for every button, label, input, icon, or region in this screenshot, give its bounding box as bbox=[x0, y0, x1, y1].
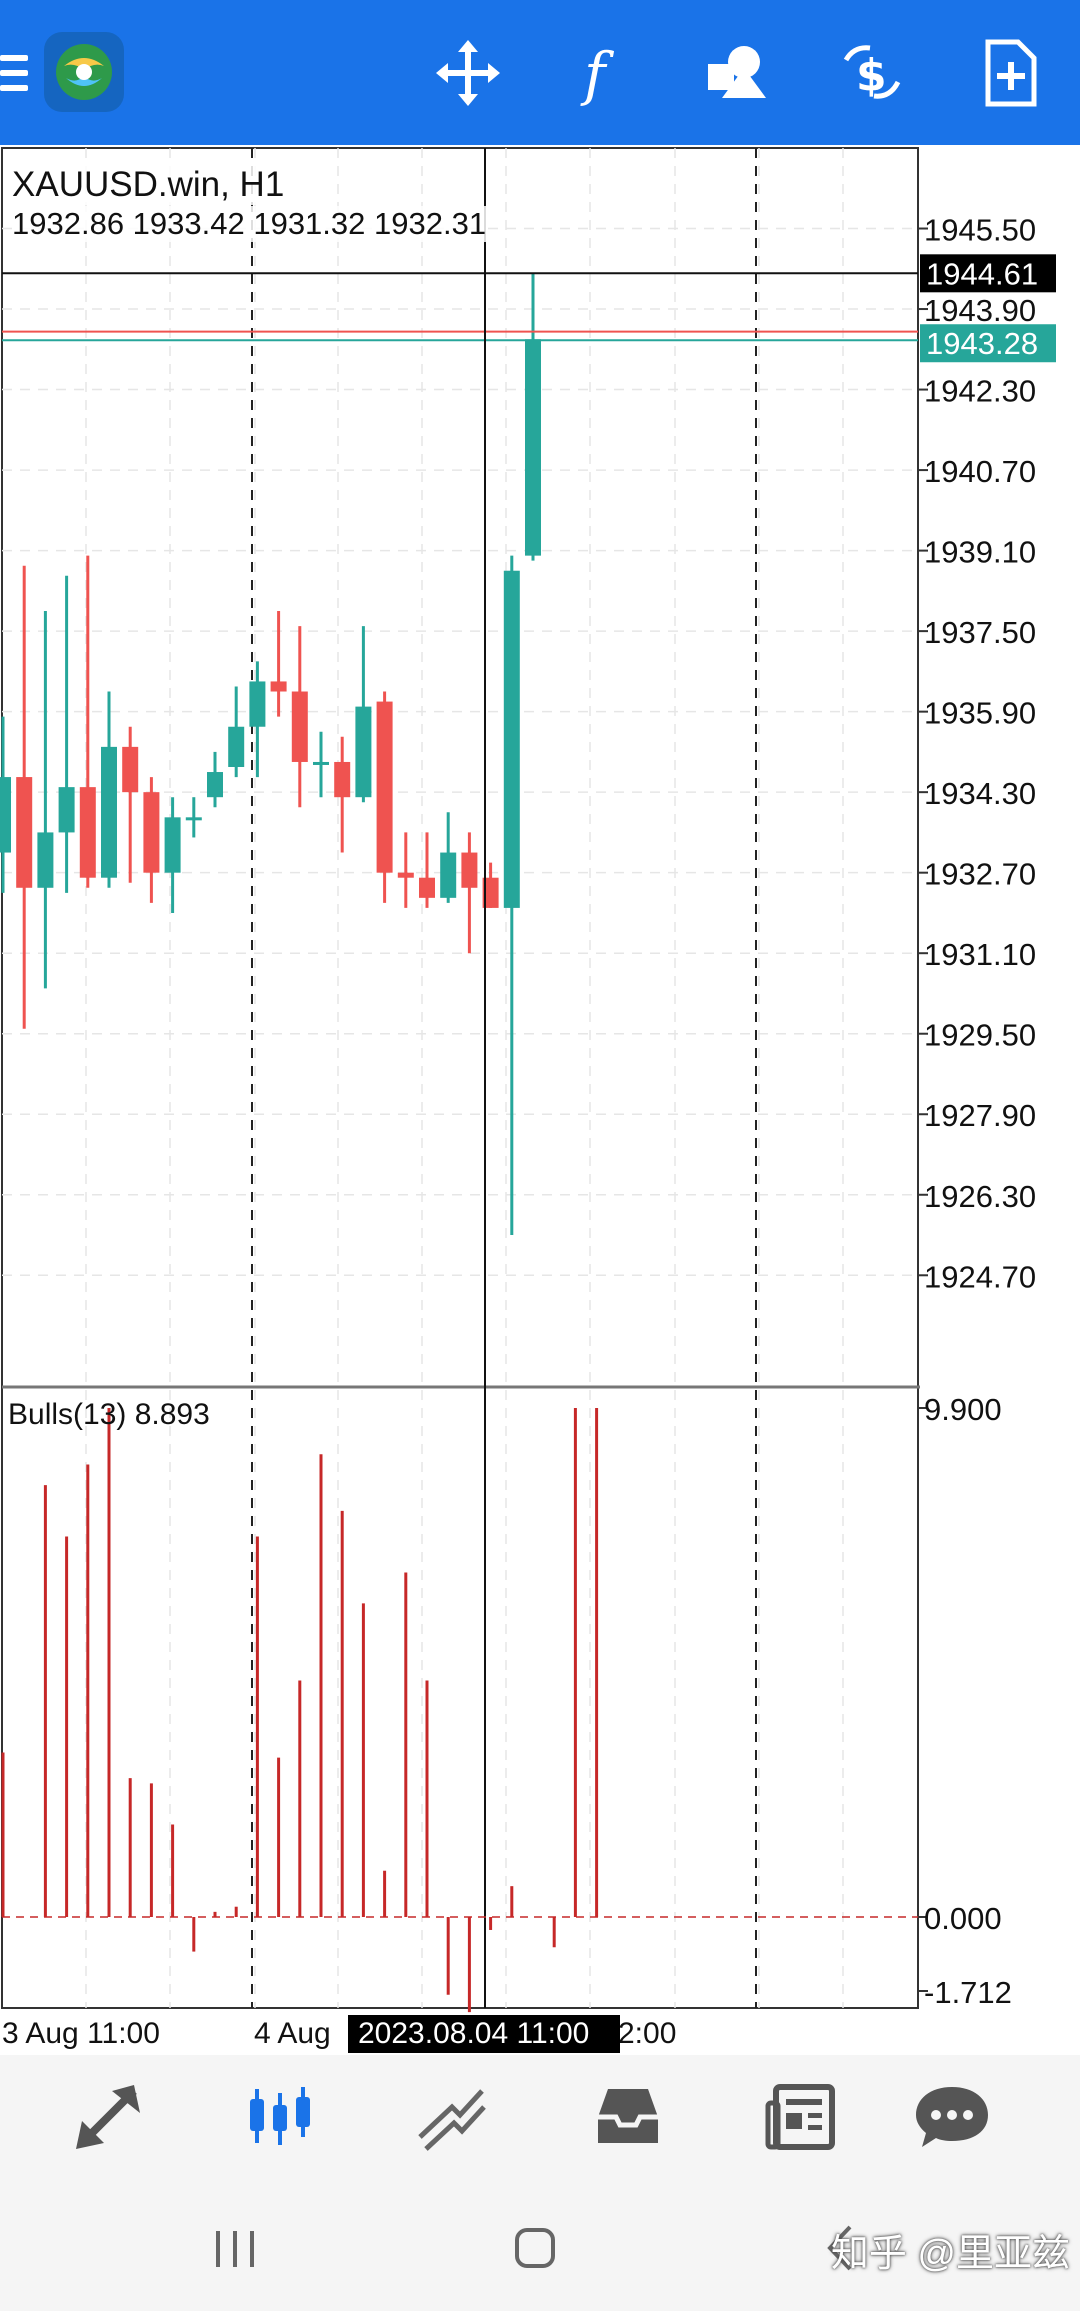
candle-bear bbox=[419, 877, 435, 898]
candle-bear bbox=[16, 777, 33, 888]
candle-bear bbox=[397, 872, 414, 878]
price-axis-label: 1935.90 bbox=[924, 696, 1036, 731]
chart-frame bbox=[1, 147, 919, 2009]
price-axis-label: 1926.30 bbox=[924, 1179, 1036, 1214]
candle-bull bbox=[37, 832, 54, 888]
time-axis-label: 3 Aug 11:00 bbox=[2, 2017, 160, 2050]
chart-area[interactable]: 1945.50 1943.90 1942.30 1940.70 1939.10 1937.… bbox=[0, 145, 1080, 2055]
app-logo bbox=[44, 32, 124, 112]
trade-nav-icon[interactable] bbox=[412, 2077, 492, 2157]
home-icon[interactable] bbox=[500, 2213, 570, 2283]
quotes-icon[interactable] bbox=[68, 2077, 148, 2157]
candle-bull bbox=[440, 852, 457, 898]
price-axis-label: 1942.30 bbox=[924, 374, 1036, 409]
candle-bear bbox=[482, 877, 499, 908]
price-axis-label: 1937.50 bbox=[924, 615, 1036, 650]
candle-bear bbox=[143, 792, 160, 873]
crosshair-time-label: 2023.08.04 11:00 bbox=[358, 2017, 589, 2050]
trade-icon[interactable]: $ bbox=[840, 38, 904, 108]
price-axis-label: 1931.10 bbox=[924, 937, 1036, 972]
watermark: 知乎 @里亚兹 bbox=[830, 2233, 1070, 2275]
bottom-navigation bbox=[0, 2055, 1080, 2185]
candle-bull bbox=[228, 726, 245, 767]
indicator-title: Bulls(13) 8.893 bbox=[8, 1398, 210, 1431]
system-navigation-bar bbox=[0, 2185, 1080, 2311]
candle-bear bbox=[79, 787, 96, 878]
price-axis-label: 1932.70 bbox=[924, 857, 1036, 892]
menu-icon[interactable] bbox=[0, 55, 28, 91]
candle-bear bbox=[122, 746, 139, 793]
candle-bear bbox=[334, 761, 351, 798]
recent-apps-icon[interactable] bbox=[200, 2213, 270, 2283]
price-axis-label: 1940.70 bbox=[924, 454, 1036, 489]
candle-bear bbox=[270, 681, 287, 692]
ohlc-values: 1932.86 1933.42 1931.32 1932.31 bbox=[12, 206, 487, 242]
bid-price-box bbox=[920, 324, 1056, 363]
new-order-icon[interactable] bbox=[978, 38, 1042, 108]
candle-bull bbox=[313, 761, 329, 765]
price-chart[interactable]: 1945.50 1943.90 1942.30 1940.70 1939.10 1937.… bbox=[0, 145, 1080, 2055]
history-icon[interactable] bbox=[588, 2077, 668, 2157]
candle-bull bbox=[0, 777, 11, 853]
news-icon[interactable] bbox=[762, 2077, 842, 2157]
back-icon[interactable] bbox=[808, 2213, 878, 2283]
candle-bull bbox=[207, 772, 223, 798]
price-axis-label: 1943.90 bbox=[924, 293, 1036, 328]
chart-icon[interactable] bbox=[240, 2077, 320, 2157]
bid-price-label: 1943.28 bbox=[926, 326, 1038, 361]
price-axis-label: 1934.30 bbox=[924, 776, 1036, 811]
price-axis-label: 1939.10 bbox=[924, 535, 1036, 570]
messages-icon[interactable] bbox=[912, 2077, 992, 2157]
time-axis-label: 2:00 bbox=[618, 2017, 676, 2050]
candle-bull bbox=[58, 787, 75, 833]
symbol-title: XAUUSD.win, H1 bbox=[12, 165, 285, 205]
price-axis-label: 1924.70 bbox=[924, 1259, 1036, 1294]
crosshair-move-icon[interactable] bbox=[436, 38, 500, 108]
price-axis-label: 1927.90 bbox=[924, 1098, 1036, 1133]
crosshair-time-box bbox=[348, 2015, 620, 2053]
svg-text:f: f bbox=[580, 40, 615, 108]
candle-bear bbox=[461, 852, 478, 888]
top-toolbar: f $ bbox=[0, 0, 1080, 145]
objects-icon[interactable] bbox=[704, 38, 768, 108]
candle-bull bbox=[355, 706, 372, 798]
crosshair-price-box bbox=[920, 254, 1056, 293]
price-axis-label: 1929.50 bbox=[924, 1018, 1036, 1053]
candle-bull bbox=[185, 817, 202, 821]
svg-text:$: $ bbox=[856, 50, 887, 101]
price-axis-label: 1945.50 bbox=[924, 213, 1036, 248]
candle-bear bbox=[376, 701, 393, 873]
indicator-axis-label: 0.000 bbox=[924, 1901, 1002, 1936]
indicator-axis-label: 9.900 bbox=[924, 1392, 1002, 1427]
time-axis-label: 4 Aug bbox=[254, 2017, 331, 2050]
candle-bull bbox=[249, 681, 266, 727]
candle-bull bbox=[525, 339, 541, 556]
candle-bull bbox=[164, 817, 181, 873]
candle-bear bbox=[291, 691, 308, 762]
candle-bull bbox=[101, 746, 117, 878]
indicator-axis-label: -1.712 bbox=[924, 1975, 1012, 2010]
crosshair-price-label: 1944.61 bbox=[926, 256, 1038, 291]
candle-bull bbox=[503, 570, 520, 908]
indicators-icon[interactable]: f bbox=[570, 38, 634, 108]
